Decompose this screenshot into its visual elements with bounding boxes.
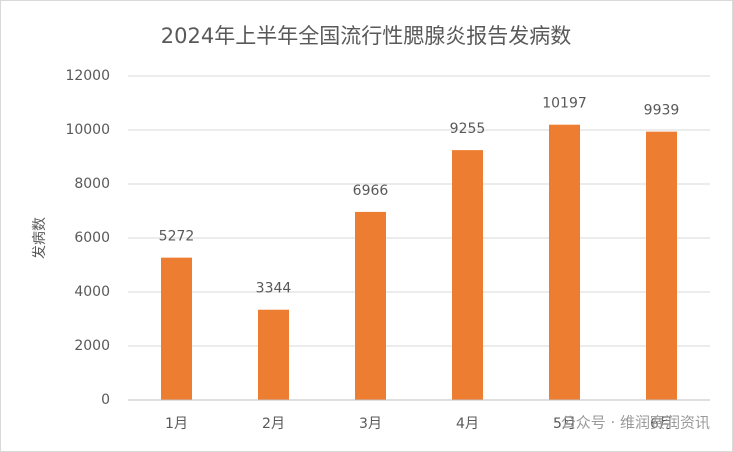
y-tick-label: 0 — [101, 392, 110, 408]
chart-title: 2024年上半年全国流行性腮腺炎报告发病数 — [161, 24, 571, 48]
x-tick-label: 6月 — [650, 416, 673, 432]
data-label: 6966 — [353, 183, 389, 199]
y-tick-label: 12000 — [65, 68, 110, 84]
bar — [646, 131, 677, 400]
data-label: 3344 — [256, 281, 292, 297]
data-label: 9939 — [644, 103, 680, 119]
x-tick-label: 3月 — [359, 416, 382, 432]
y-tick-label: 2000 — [74, 338, 110, 354]
y-tick-label: 10000 — [65, 122, 110, 138]
y-tick-label: 6000 — [74, 230, 110, 246]
data-label: 10197 — [542, 96, 587, 112]
x-tick-label: 5月 — [553, 416, 576, 432]
bar — [549, 124, 580, 400]
data-label: 9255 — [450, 121, 486, 137]
x-tick-label: 4月 — [456, 416, 479, 432]
y-tick-label: 4000 — [74, 284, 110, 300]
y-axis-label: 发病数 — [32, 217, 48, 259]
x-tick-label: 1月 — [165, 416, 188, 432]
watermark: 公众号 · 维润赛润资讯 — [561, 414, 710, 432]
bar — [161, 257, 192, 400]
y-tick-label: 8000 — [74, 176, 110, 192]
bar — [355, 211, 386, 400]
bar — [258, 309, 289, 400]
x-tick-label: 2月 — [262, 416, 285, 432]
data-label: 5272 — [159, 229, 195, 245]
bar — [452, 150, 483, 400]
